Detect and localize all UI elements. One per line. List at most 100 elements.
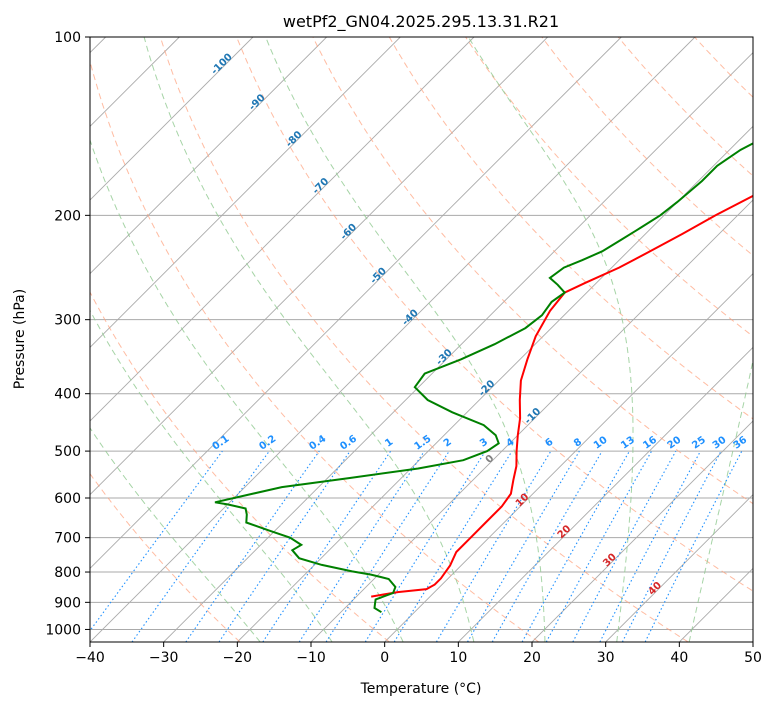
mixing-ratio-label: 25 xyxy=(690,435,708,452)
mixing-ratio-label: 10 xyxy=(592,435,610,452)
x-tick-label: −40 xyxy=(75,650,105,666)
mixing-ratio-line xyxy=(393,450,513,642)
mixing-ratio-line xyxy=(364,450,486,642)
mixing-ratio-line xyxy=(599,450,701,642)
mixing-ratio-line xyxy=(545,450,653,642)
dry-adiabat-line xyxy=(694,37,753,98)
isotherm-label: -100 xyxy=(209,52,235,78)
mixing-ratio-line xyxy=(262,450,392,642)
mixing-ratio-label: 0.4 xyxy=(307,433,328,452)
mixing-ratio-label: 30 xyxy=(711,435,729,452)
dry-adiabat-line xyxy=(541,37,753,257)
moist-adiabat-line xyxy=(90,138,404,642)
dewpoint-profile-line xyxy=(214,142,753,614)
y-tick-label: 700 xyxy=(54,531,81,547)
mixing-ratio-label: 2 xyxy=(442,437,454,450)
x-axis-label: Temperature (°C) xyxy=(360,681,482,697)
x-tick-label: −20 xyxy=(223,650,253,666)
mixing-ratio-line xyxy=(621,450,722,642)
dry-adiabat-line xyxy=(90,59,540,642)
warm-isotherm-label: 30 xyxy=(601,552,619,570)
mixing-ratio-line xyxy=(90,450,223,632)
isotherm-line xyxy=(605,494,753,642)
moist-adiabat-line xyxy=(265,37,546,642)
x-tick-label: 10 xyxy=(449,650,467,666)
mixing-ratio-label: 16 xyxy=(641,435,659,452)
warm-isotherm-label: 20 xyxy=(556,523,574,541)
isotherm-line xyxy=(90,37,327,275)
x-tick-label: −10 xyxy=(296,650,326,666)
dry-adiabat-line xyxy=(90,291,390,642)
plot-frame xyxy=(89,36,754,643)
isotherm-line xyxy=(237,125,753,642)
mixing-ratio-label: 13 xyxy=(619,435,637,452)
x-axis-ticks: −40 −30 −20 −10 0 10 20 30 40 50 xyxy=(75,642,762,666)
mixing-ratio-label: 20 xyxy=(666,435,684,452)
dry-adiabat-line xyxy=(388,37,753,420)
isotherm-line xyxy=(90,37,548,496)
mixing-ratio-line xyxy=(131,450,270,642)
mixing-ratio-label: 1.5 xyxy=(413,433,434,452)
x-tick-label: 30 xyxy=(597,650,615,666)
isotherm-label: -90 xyxy=(247,92,268,113)
mixing-ratio-line xyxy=(572,450,677,642)
temperature-profile-line xyxy=(371,194,753,598)
isotherm-line xyxy=(310,199,753,642)
isotherm-label: -80 xyxy=(284,129,305,150)
isotherm-line xyxy=(163,52,753,642)
isotherm-line xyxy=(752,641,753,642)
isotherm-label: -60 xyxy=(339,222,360,243)
moist-adiabat-line xyxy=(467,37,634,642)
y-tick-label: 100 xyxy=(54,30,81,46)
y-tick-label: 1000 xyxy=(45,622,81,638)
isotherm-line xyxy=(90,37,622,569)
mixing-ratio-line xyxy=(218,450,351,642)
y-tick-label: 300 xyxy=(54,313,81,329)
plot-border xyxy=(89,36,754,643)
moist-adiabat-line xyxy=(90,309,333,642)
mixing-ratio-line xyxy=(325,450,450,642)
chart-title: wetPf2_GN04.2025.295.13.31.R21 xyxy=(283,12,559,32)
dry-adiabat-line xyxy=(771,37,775,642)
mixing-ratio-line xyxy=(521,450,630,642)
isotherm-line xyxy=(384,273,753,642)
moist-adiabat-line xyxy=(90,427,261,642)
dry-adiabat-line xyxy=(236,37,753,592)
x-tick-label: −30 xyxy=(149,650,179,666)
x-tick-label: 0 xyxy=(380,650,389,666)
dry-adiabat-line xyxy=(159,37,689,642)
mixing-ratio-line xyxy=(185,450,320,642)
dry-adiabat-line xyxy=(90,472,241,642)
y-tick-label: 200 xyxy=(54,208,81,224)
mixing-ratio-line xyxy=(644,450,743,642)
mixing-ratio-label: 36 xyxy=(732,435,750,452)
mixing-ratio-line xyxy=(435,450,552,642)
isotherm-line xyxy=(90,37,254,201)
mixing-ratio-label: 0.1 xyxy=(211,433,232,452)
dry-adiabat-line xyxy=(465,37,753,338)
x-tick-label: 40 xyxy=(670,650,688,666)
plot-area: 0.1 0.2 0.4 0.6 1 1.5 2 3 4 6 8 10 13 16 20 25 30 36-100-… xyxy=(90,37,775,642)
x-tick-label: 50 xyxy=(744,650,762,666)
moist-adiabat-line xyxy=(143,37,475,642)
y-tick-label: 800 xyxy=(54,565,81,581)
isotherm-line xyxy=(90,37,401,348)
moist-adiabat-line xyxy=(688,358,753,642)
y-tick-label: 400 xyxy=(54,387,81,403)
mixing-ratio-line xyxy=(298,450,425,642)
y-tick-label: 900 xyxy=(54,595,81,611)
mixing-ratio-label: 8 xyxy=(572,437,584,450)
mixing-ratio-label: 3 xyxy=(478,437,490,450)
isotherm-line xyxy=(531,420,753,642)
y-tick-label: 500 xyxy=(54,444,81,460)
warm-isotherm-label: 0 xyxy=(484,453,497,466)
isotherm-label: -50 xyxy=(368,266,389,287)
warm-isotherm-label: 40 xyxy=(646,580,664,598)
y-axis-ticks: 100 200 300 400 500 600 700 800 900 1000 xyxy=(45,30,90,638)
isotherm-line xyxy=(679,567,753,642)
isotherm-line xyxy=(90,37,696,642)
isotherm-line xyxy=(90,37,475,422)
dry-adiabat-line xyxy=(312,37,753,505)
y-tick-label: 600 xyxy=(54,491,81,507)
